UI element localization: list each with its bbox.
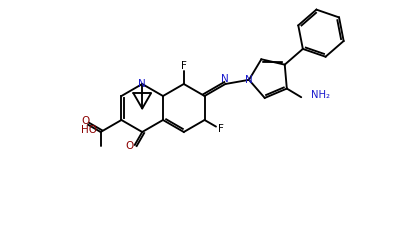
Text: NH₂: NH₂ <box>310 90 329 100</box>
Text: HO: HO <box>81 125 96 135</box>
Text: F: F <box>217 124 223 134</box>
Text: F: F <box>180 61 186 71</box>
Text: N: N <box>245 75 252 85</box>
Text: N: N <box>138 79 146 89</box>
Text: N: N <box>221 74 229 84</box>
Text: O: O <box>126 141 134 151</box>
Text: O: O <box>81 116 89 126</box>
